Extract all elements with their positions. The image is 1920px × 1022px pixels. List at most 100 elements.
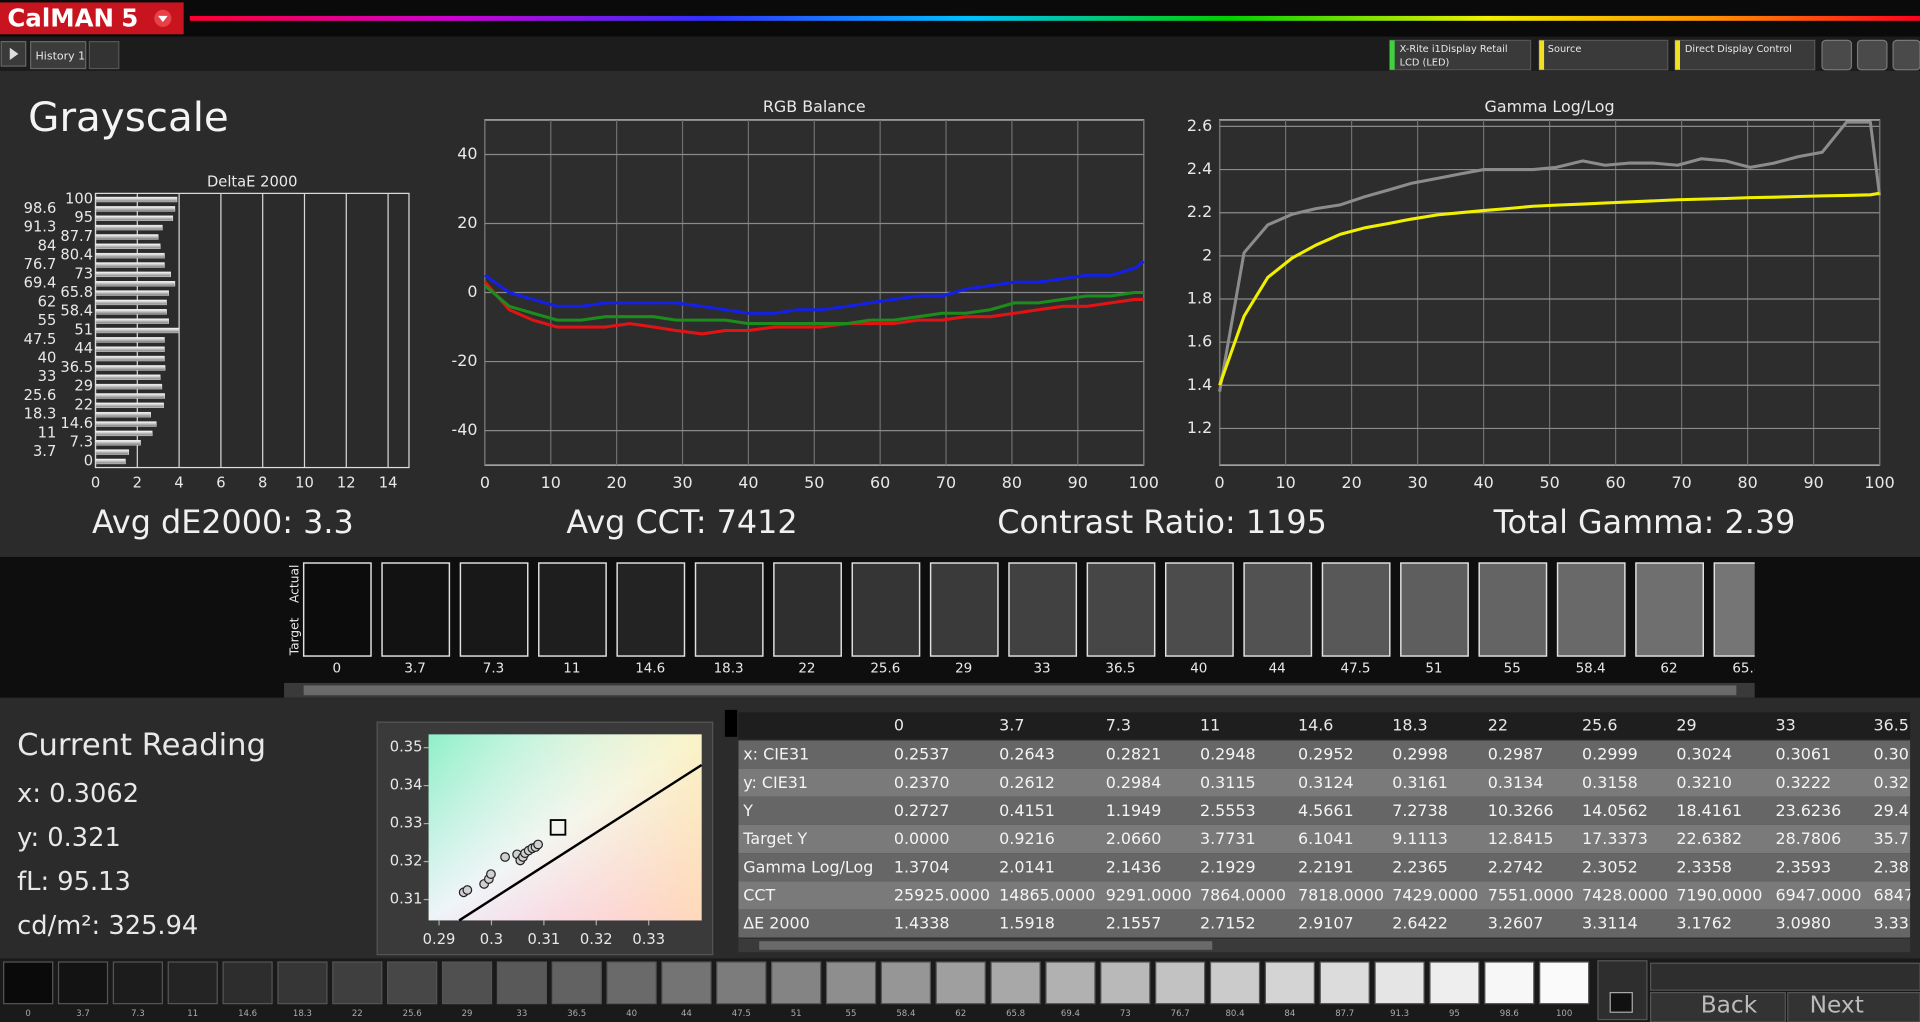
y-tick-label: 80.4 <box>60 247 93 264</box>
device-label[interactable]: Source <box>1548 44 1582 55</box>
level-tile[interactable] <box>1155 961 1206 1005</box>
level-tile[interactable] <box>57 961 109 1005</box>
table-cell: 2.0141 <box>999 857 1055 876</box>
swatch-label: 7.3 <box>483 661 504 676</box>
swatch[interactable] <box>1400 562 1469 657</box>
level-tile[interactable] <box>606 961 657 1005</box>
swatch[interactable] <box>1008 562 1078 657</box>
swatch[interactable] <box>616 562 686 657</box>
swatch-label: 40 <box>1190 661 1207 676</box>
level-tile[interactable] <box>1319 961 1370 1005</box>
swatch[interactable] <box>1556 562 1626 657</box>
swatch[interactable] <box>1086 562 1156 657</box>
table-cell: 18.4161 <box>1676 801 1742 820</box>
device-label[interactable]: Direct Display Control <box>1685 44 1792 55</box>
level-tile[interactable] <box>1045 961 1096 1005</box>
level-tile[interactable] <box>716 961 767 1005</box>
help-button[interactable] <box>1856 39 1888 71</box>
level-tile[interactable] <box>880 961 931 1005</box>
play-icon <box>9 47 19 60</box>
level-tile[interactable] <box>222 961 273 1005</box>
reading-value: x: 0.3062 <box>17 779 139 809</box>
swatch[interactable] <box>381 562 451 657</box>
table-scroll-thumb[interactable] <box>759 941 1213 950</box>
swatch[interactable] <box>1478 562 1548 657</box>
tab-label[interactable]: History 1 <box>36 49 86 62</box>
column-header: 22 <box>1488 715 1508 734</box>
column-header: 0 <box>894 715 904 734</box>
level-tile[interactable] <box>1429 961 1480 1005</box>
tab[interactable] <box>30 41 87 70</box>
table-cell: 6847 <box>1873 885 1913 904</box>
level-tile[interactable] <box>1374 961 1425 1005</box>
back-label[interactable]: Back <box>1701 992 1758 1019</box>
bar <box>95 327 180 334</box>
level-tile[interactable] <box>496 961 547 1005</box>
swatch[interactable] <box>302 562 372 657</box>
table-cell: 3.3114 <box>1582 914 1638 933</box>
add-tab-button[interactable] <box>88 41 120 70</box>
level-tile[interactable] <box>661 961 712 1005</box>
swatch[interactable] <box>929 562 999 657</box>
swatch-scroll-thumb[interactable] <box>303 685 1737 696</box>
swatch[interactable] <box>538 562 607 657</box>
level-tile[interactable] <box>3 961 54 1005</box>
level-label: 58.4 <box>896 1009 915 1019</box>
swatch[interactable] <box>773 562 842 657</box>
level-tile[interactable] <box>551 961 602 1005</box>
table-cell: 14865.0000 <box>999 885 1095 904</box>
level-tile[interactable] <box>167 961 218 1005</box>
level-tile[interactable] <box>277 961 328 1005</box>
level-tile[interactable] <box>1539 961 1590 1005</box>
swatch[interactable] <box>1635 562 1704 657</box>
bar <box>95 393 165 399</box>
swatch[interactable] <box>1243 562 1313 657</box>
y-tick-label: 1.6 <box>1187 332 1212 351</box>
device-label[interactable]: LCD (LED) <box>1400 57 1450 68</box>
swatch[interactable] <box>694 562 764 657</box>
chart-title: DeltaE 2000 <box>207 173 298 190</box>
measurement-point <box>500 852 510 862</box>
next-button[interactable] <box>1787 992 1920 1022</box>
swatch[interactable] <box>459 562 529 657</box>
settings-button[interactable] <box>1821 39 1853 71</box>
menu-button[interactable] <box>1892 39 1920 71</box>
swatch[interactable] <box>1164 562 1234 657</box>
level-tile[interactable] <box>1209 961 1261 1005</box>
x-tick-label: 40 <box>1473 473 1493 492</box>
level-label: 100 <box>1556 1009 1572 1019</box>
rainbow-bar <box>189 15 1920 21</box>
level-tile[interactable] <box>935 961 986 1005</box>
x-tick-label: 0 <box>1215 473 1225 492</box>
level-tile[interactable] <box>771 961 822 1005</box>
back-button[interactable] <box>1650 992 1786 1022</box>
table-cell: 10.3266 <box>1488 801 1554 820</box>
device-dropdown[interactable] <box>1389 39 1532 71</box>
swatch[interactable] <box>1321 562 1391 657</box>
bar <box>95 299 167 306</box>
level-tile[interactable] <box>1264 961 1315 1005</box>
level-label: 65.8 <box>1006 1009 1025 1019</box>
swatch[interactable] <box>1713 562 1781 657</box>
level-tile[interactable] <box>441 961 493 1005</box>
level-tile[interactable] <box>387 961 438 1005</box>
device-label[interactable]: X-Rite i1Display Retail <box>1400 44 1508 55</box>
device-dropdown[interactable] <box>1538 39 1669 71</box>
y-tick-label: 100 <box>65 191 93 208</box>
level-tile[interactable] <box>1100 961 1151 1005</box>
level-label: 84 <box>1284 1009 1295 1019</box>
level-tile[interactable] <box>112 961 163 1005</box>
x-tick-label: 40 <box>738 473 758 492</box>
level-tile[interactable] <box>1484 961 1535 1005</box>
table-cell: 2.2742 <box>1488 857 1544 876</box>
bar <box>95 234 159 240</box>
control-buttons[interactable] <box>1650 962 1920 991</box>
swatch[interactable] <box>851 562 921 657</box>
level-tile[interactable] <box>332 961 383 1005</box>
table-cell: 0.3061 <box>1776 745 1832 764</box>
table-cell: 0.3158 <box>1582 773 1638 792</box>
level-tile[interactable] <box>990 961 1041 1005</box>
device-dropdown[interactable] <box>1674 39 1816 71</box>
level-tile[interactable] <box>825 961 877 1005</box>
next-label[interactable]: Next <box>1810 992 1864 1019</box>
